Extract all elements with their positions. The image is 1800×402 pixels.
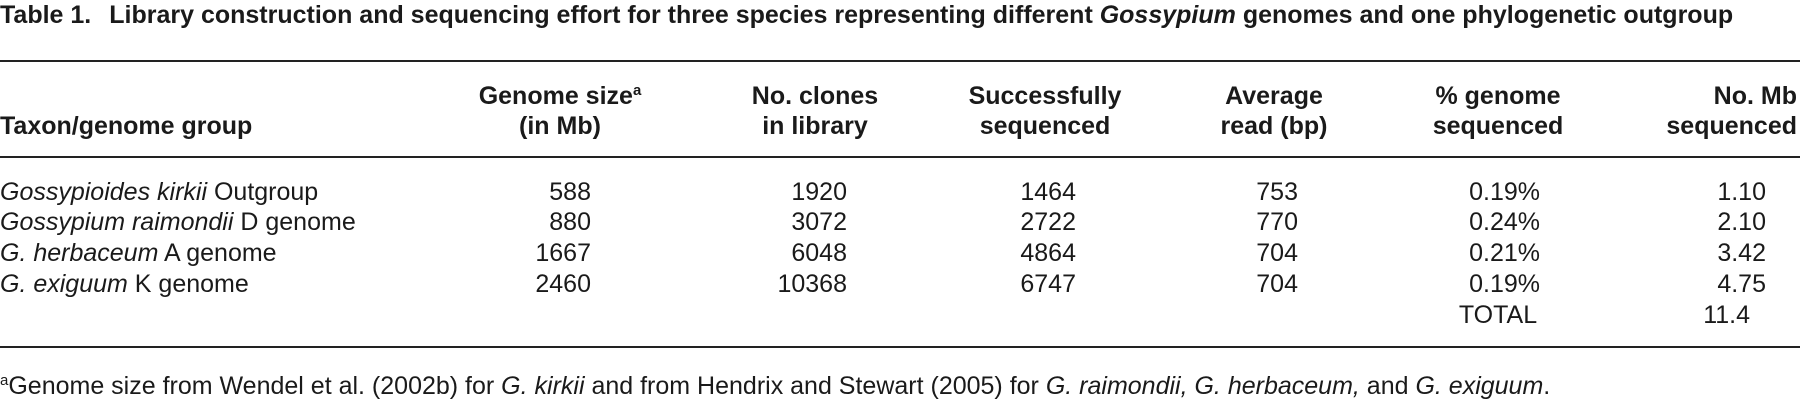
header-text: % genome (1435, 82, 1561, 110)
table-cell: 753 (1256, 178, 1298, 206)
table-cell: 1464 (1020, 178, 1076, 206)
header-cell: sequenced (980, 111, 1111, 141)
total-value: 11.4 (1703, 301, 1750, 329)
header-text: Genome size (478, 82, 633, 110)
header-cell: in library (762, 111, 868, 141)
taxon-name: G. exiguum (0, 270, 128, 298)
header-text: No. clones (751, 82, 879, 110)
header-cell: Average (1225, 81, 1323, 111)
table-cell: 2722 (1020, 208, 1076, 236)
text-segment: Genome size from Wendel et al. (2002b) f… (8, 372, 502, 400)
genome-group: Outgroup (213, 178, 319, 206)
header-text: sequenced (1666, 112, 1797, 140)
header-cell: No. clones (752, 81, 878, 111)
taxon-name: Gossypium raimondii (0, 208, 234, 236)
table-cell: 0.21% (1469, 239, 1540, 267)
text-segment: Library construction and sequencing effo… (109, 1, 1100, 29)
taxon-name: Gossypioides kirkii (0, 178, 208, 206)
footnote: aGenome size from Wendel et al. (2002b) … (0, 371, 1550, 401)
table-cell: 6747 (1020, 270, 1076, 298)
text-segment: . (1543, 372, 1551, 400)
header-text: read (bp) (1220, 112, 1328, 140)
table-cell: 1667 (535, 239, 591, 267)
table-cell: 0.19% (1469, 178, 1540, 206)
header-note: a (632, 82, 642, 99)
table-caption: Table 1. Library construction and sequenc… (0, 0, 1790, 30)
text-segment: and (1359, 372, 1416, 400)
table-cell: 0.19% (1469, 270, 1540, 298)
table-cell: 704 (1256, 270, 1298, 298)
header-text: sequenced (1432, 112, 1564, 140)
text-segment: and from Hendrix and Stewart (2005) for (584, 372, 1046, 400)
taxon-cell: Gossypium raimondii D genome (0, 207, 356, 237)
header-rule (0, 156, 1800, 158)
table-cell: 10368 (777, 270, 847, 298)
bottom-rule (0, 346, 1800, 348)
table-cell: 3072 (791, 208, 847, 236)
footnote-mark: a (0, 372, 9, 389)
table-cell: 880 (549, 208, 591, 236)
genome-group: K genome (134, 270, 249, 298)
table-cell: 1.10 (1717, 178, 1766, 206)
header-text: sequenced (979, 112, 1111, 140)
table-cell: 2.10 (1717, 208, 1766, 236)
header-text: Average (1225, 82, 1323, 110)
header-text: Successfully (968, 82, 1122, 110)
table-cell: 770 (1256, 208, 1298, 236)
text-segment: G. raimondii, G. herbaceum, (1045, 372, 1360, 400)
header-cell: sequenced (1666, 111, 1797, 141)
header-text: No. Mb (1713, 82, 1797, 110)
taxon-cell: Gossypioides kirkii Outgroup (0, 177, 318, 207)
taxon-cell: G. herbaceum A genome (0, 238, 277, 268)
header-cell: Genome sizea (479, 81, 642, 111)
table-cell: 4864 (1020, 239, 1076, 267)
header-cell: sequenced (1433, 111, 1564, 141)
header-cell: No. Mb (1714, 81, 1797, 111)
caption-label: Table 1. (0, 1, 92, 29)
table-cell: 588 (549, 178, 591, 206)
header-cell: (in Mb) (519, 111, 601, 141)
header-text: Taxon/genome group (0, 112, 253, 140)
table-cell: 0.24% (1469, 208, 1540, 236)
taxon-cell: G. exiguum K genome (0, 269, 249, 299)
header-text: (in Mb) (519, 112, 601, 140)
table-cell: 4.75 (1717, 270, 1766, 298)
table-cell: 3.42 (1717, 239, 1766, 267)
genome-group: D genome (240, 208, 356, 236)
text-segment: G. kirkii (501, 372, 585, 400)
text-segment: Gossypium (1099, 1, 1236, 29)
header-cell: Successfully (969, 81, 1122, 111)
text-segment: genomes and one phylogenetic outgroup (1235, 1, 1734, 29)
table-cell: 1920 (791, 178, 847, 206)
table-cell: 2460 (535, 270, 591, 298)
genome-group: A genome (164, 239, 277, 267)
top-rule (0, 60, 1800, 62)
header-cell: Taxon/genome group (0, 111, 252, 141)
header-text: in library (762, 112, 868, 140)
header-cell: read (bp) (1221, 111, 1328, 141)
total-label: TOTAL (1458, 301, 1538, 329)
text-segment: G. exiguum (1415, 372, 1544, 400)
header-cell: % genome (1435, 81, 1560, 111)
table-cell: 704 (1256, 239, 1298, 267)
table-cell: 6048 (791, 239, 847, 267)
taxon-name: G. herbaceum (0, 239, 159, 267)
